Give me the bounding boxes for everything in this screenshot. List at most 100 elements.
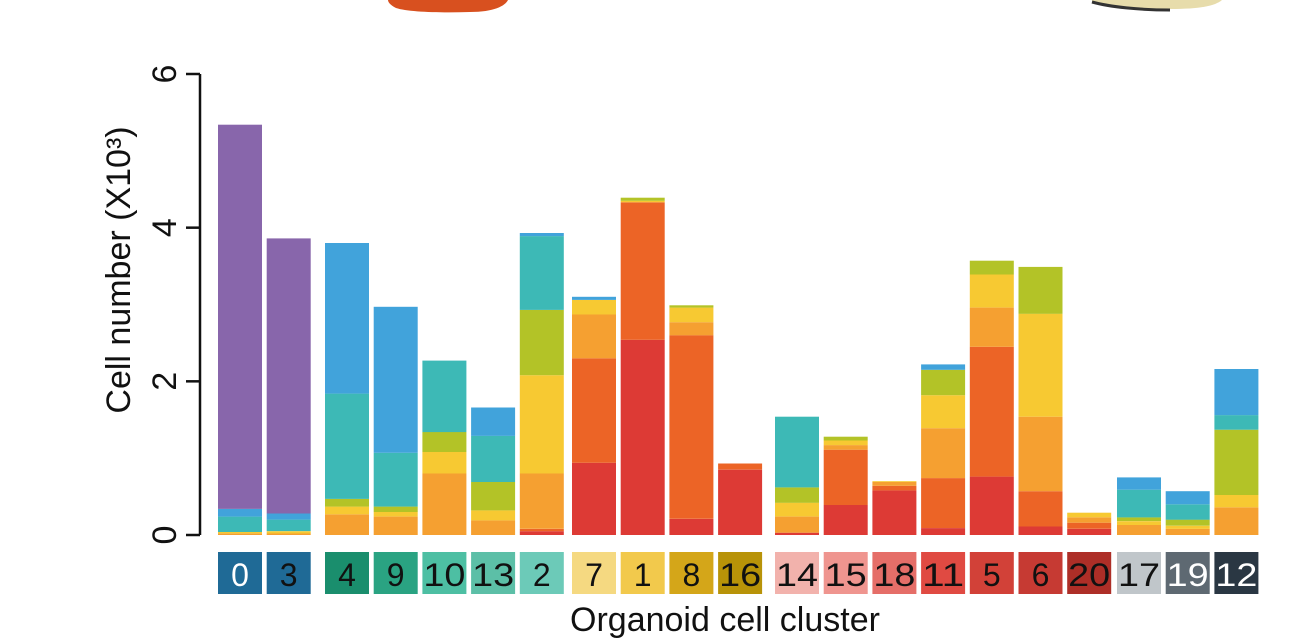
bar-segment xyxy=(1117,525,1161,535)
bar-segment xyxy=(921,369,966,396)
bar-segment xyxy=(1165,528,1210,535)
bar-segment xyxy=(823,505,868,535)
bar-stack-cluster-1 xyxy=(620,197,665,535)
bar-segment xyxy=(620,200,665,203)
cluster-label-20: 20 xyxy=(1067,552,1112,594)
bar-segment xyxy=(1067,517,1112,523)
bar-segment xyxy=(373,306,418,453)
bar-segment xyxy=(669,307,714,323)
bar-segment xyxy=(218,531,262,534)
bar-segment xyxy=(775,532,819,535)
cluster-label-box xyxy=(572,552,616,594)
bar-segment xyxy=(218,533,262,535)
cluster-label-19: 19 xyxy=(1165,552,1210,594)
bar-segment xyxy=(325,514,369,535)
bar-stack-cluster-3 xyxy=(266,238,311,535)
bar-segment xyxy=(1117,521,1161,525)
bar-stack-cluster-13 xyxy=(471,407,516,535)
y-axis-label: Cell number (X10³) xyxy=(100,126,138,413)
cluster-label-text: 18 xyxy=(873,557,915,593)
bar-segment xyxy=(1018,491,1063,527)
cluster-label-text: 9 xyxy=(387,557,405,593)
cluster-label-text: 4 xyxy=(338,557,356,593)
bar-stack-cluster-9 xyxy=(373,306,418,535)
cluster-label-box xyxy=(266,552,311,594)
cluster-label-text: 10 xyxy=(423,557,465,593)
bar-segment xyxy=(572,314,616,359)
cluster-label-text: 20 xyxy=(1068,557,1110,593)
bar-segment xyxy=(620,197,665,201)
bar-stack-cluster-5 xyxy=(969,260,1014,535)
cluster-label-text: 19 xyxy=(1167,557,1209,593)
cluster-label-box xyxy=(823,552,868,594)
bar-stack-cluster-20 xyxy=(1067,512,1112,535)
bar-segment xyxy=(266,519,311,532)
cluster-label-text: 1 xyxy=(634,557,652,593)
bar-segment xyxy=(1214,495,1259,508)
bar-segment xyxy=(921,428,966,479)
bar-segment xyxy=(1018,266,1063,314)
bar-segment xyxy=(872,481,917,482)
bar-stack-cluster-2 xyxy=(519,233,564,535)
cluster-label-text: 15 xyxy=(825,557,867,593)
cluster-label-17: 17 xyxy=(1117,552,1161,594)
cluster-label-text: 14 xyxy=(776,557,818,593)
cluster-label-box xyxy=(669,552,714,594)
bar-stack-cluster-4 xyxy=(325,243,369,535)
cluster-label-8: 8 xyxy=(669,552,714,594)
bar-segment xyxy=(266,531,311,534)
bar-segment xyxy=(373,506,418,512)
bar-segment xyxy=(969,260,1014,275)
bar-segment xyxy=(519,309,564,376)
bar-segment xyxy=(1018,313,1063,417)
bar-segment xyxy=(373,452,418,507)
bar-segment xyxy=(325,393,369,499)
bar-stack-cluster-14 xyxy=(775,416,819,535)
cluster-label-box xyxy=(872,552,917,594)
category-labels: 0 3 4 9 10 13 2 7 1 8 16 14 15 18 11 5 6 20 17 19 12 xyxy=(218,552,1259,594)
cluster-label-text: 13 xyxy=(472,557,514,593)
bar-segment xyxy=(266,533,311,535)
bar-segment xyxy=(872,490,917,535)
cluster-label-9: 9 xyxy=(373,552,418,594)
bar-segment xyxy=(373,516,418,535)
bar-stack-cluster-18 xyxy=(872,481,917,535)
bar-segment xyxy=(422,432,467,452)
bar-segment xyxy=(1165,525,1210,529)
bar-segment xyxy=(921,478,966,528)
bar-segment xyxy=(471,482,516,511)
cluster-label-12: 12 xyxy=(1214,552,1259,594)
cluster-label-box xyxy=(422,552,467,594)
bar-segment xyxy=(1067,522,1112,529)
bar-segment xyxy=(669,305,714,308)
bar-segment xyxy=(519,528,564,532)
bar-stack-cluster-15 xyxy=(823,436,868,535)
bar-segment xyxy=(519,236,564,310)
bar-segment xyxy=(823,445,868,450)
cropped-decoration-images xyxy=(388,0,1222,13)
bar-segment xyxy=(325,498,369,507)
cluster-label-box xyxy=(969,552,1014,594)
cropped-organoid-image-right-edge xyxy=(1091,0,1171,12)
bar-segment xyxy=(775,416,819,488)
cluster-label-3: 3 xyxy=(266,552,311,594)
bar-segment xyxy=(471,435,516,482)
bars xyxy=(218,124,1259,535)
bar-stack-cluster-7 xyxy=(572,296,616,535)
bar-segment xyxy=(1165,491,1210,505)
cluster-label-box xyxy=(620,552,665,594)
cluster-label-text: 5 xyxy=(983,557,1001,593)
bar-segment xyxy=(218,508,262,517)
bar-segment xyxy=(1117,477,1161,490)
bar-segment xyxy=(969,476,1014,535)
cluster-label-0: 0 xyxy=(218,552,262,594)
cluster-label-13: 13 xyxy=(471,552,516,594)
bar-segment xyxy=(823,440,868,446)
cluster-label-text: 16 xyxy=(719,557,761,593)
bar-stack-cluster-0 xyxy=(218,124,262,535)
cluster-label-16: 16 xyxy=(718,552,763,594)
cluster-label-2: 2 xyxy=(519,552,564,594)
bar-segment xyxy=(1214,429,1259,495)
bar-segment xyxy=(325,243,369,394)
